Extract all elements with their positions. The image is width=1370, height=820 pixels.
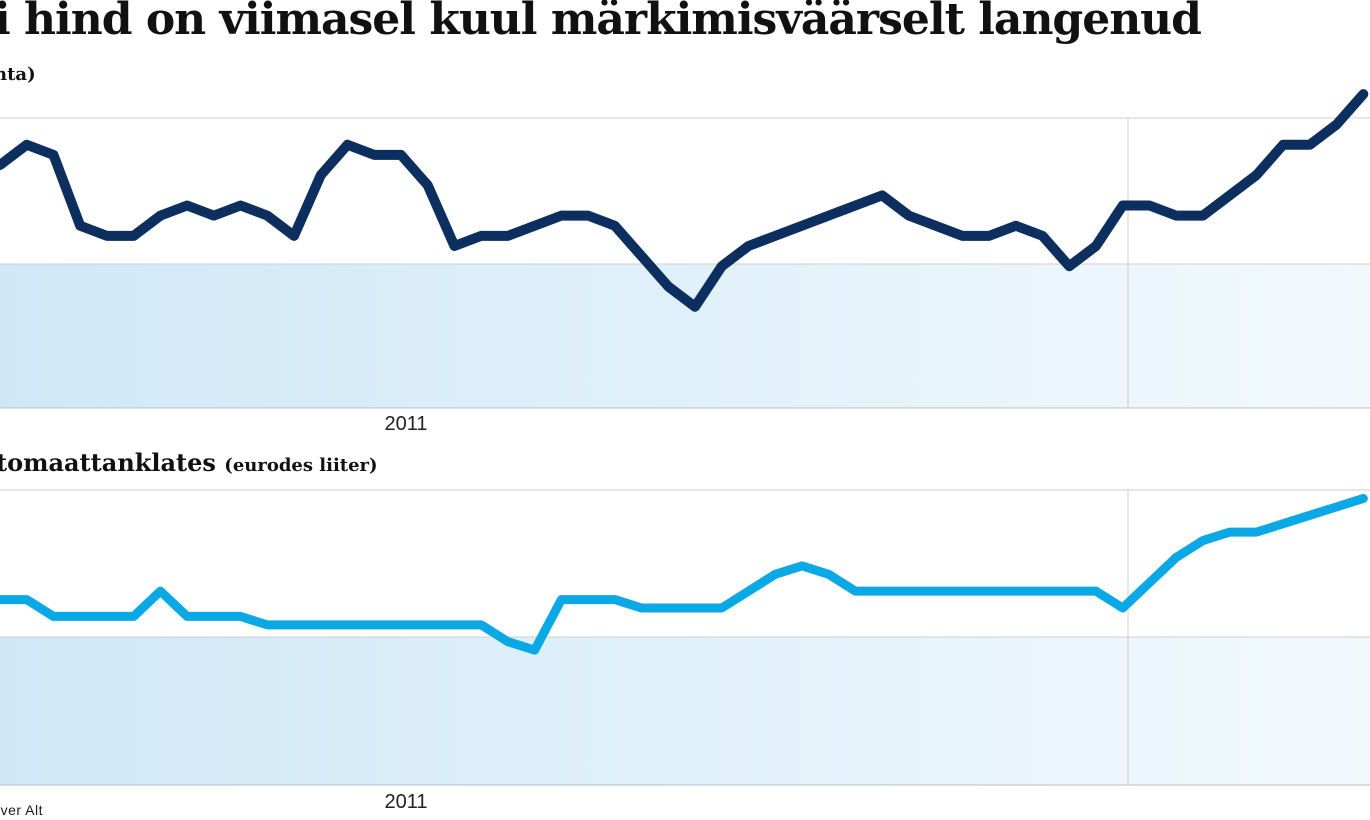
top-chart-x-tick-label: 2011 (384, 413, 427, 435)
top-chart-series-line-0 (0, 89, 1369, 312)
top-chart-lower-band (0, 264, 1370, 408)
bottom-chart-title-text: tomaattanklates (0, 448, 216, 477)
source-credit: lver Alt (0, 802, 44, 818)
bottom-chart-title: tomaattanklates (eurodes liiter) (0, 448, 378, 481)
top-chart-unit: hta) (0, 64, 36, 85)
bottom-chart-series (0, 493, 1368, 655)
page-title: i hind on viimasel kuul märkimisväärselt… (0, 0, 1202, 45)
bottom-chart: 2011 (0, 489, 1370, 813)
bottom-chart-x-tick-label: 2011 (384, 791, 427, 813)
top-chart-series (0, 89, 1369, 312)
bottom-chart-series-line-0 (0, 493, 1368, 655)
bottom-chart-unit: (eurodes liiter) (224, 455, 378, 476)
top-chart-title: hta) (0, 62, 36, 87)
top-chart: 2011 (0, 89, 1370, 435)
bottom-chart-lower-band (0, 637, 1370, 785)
